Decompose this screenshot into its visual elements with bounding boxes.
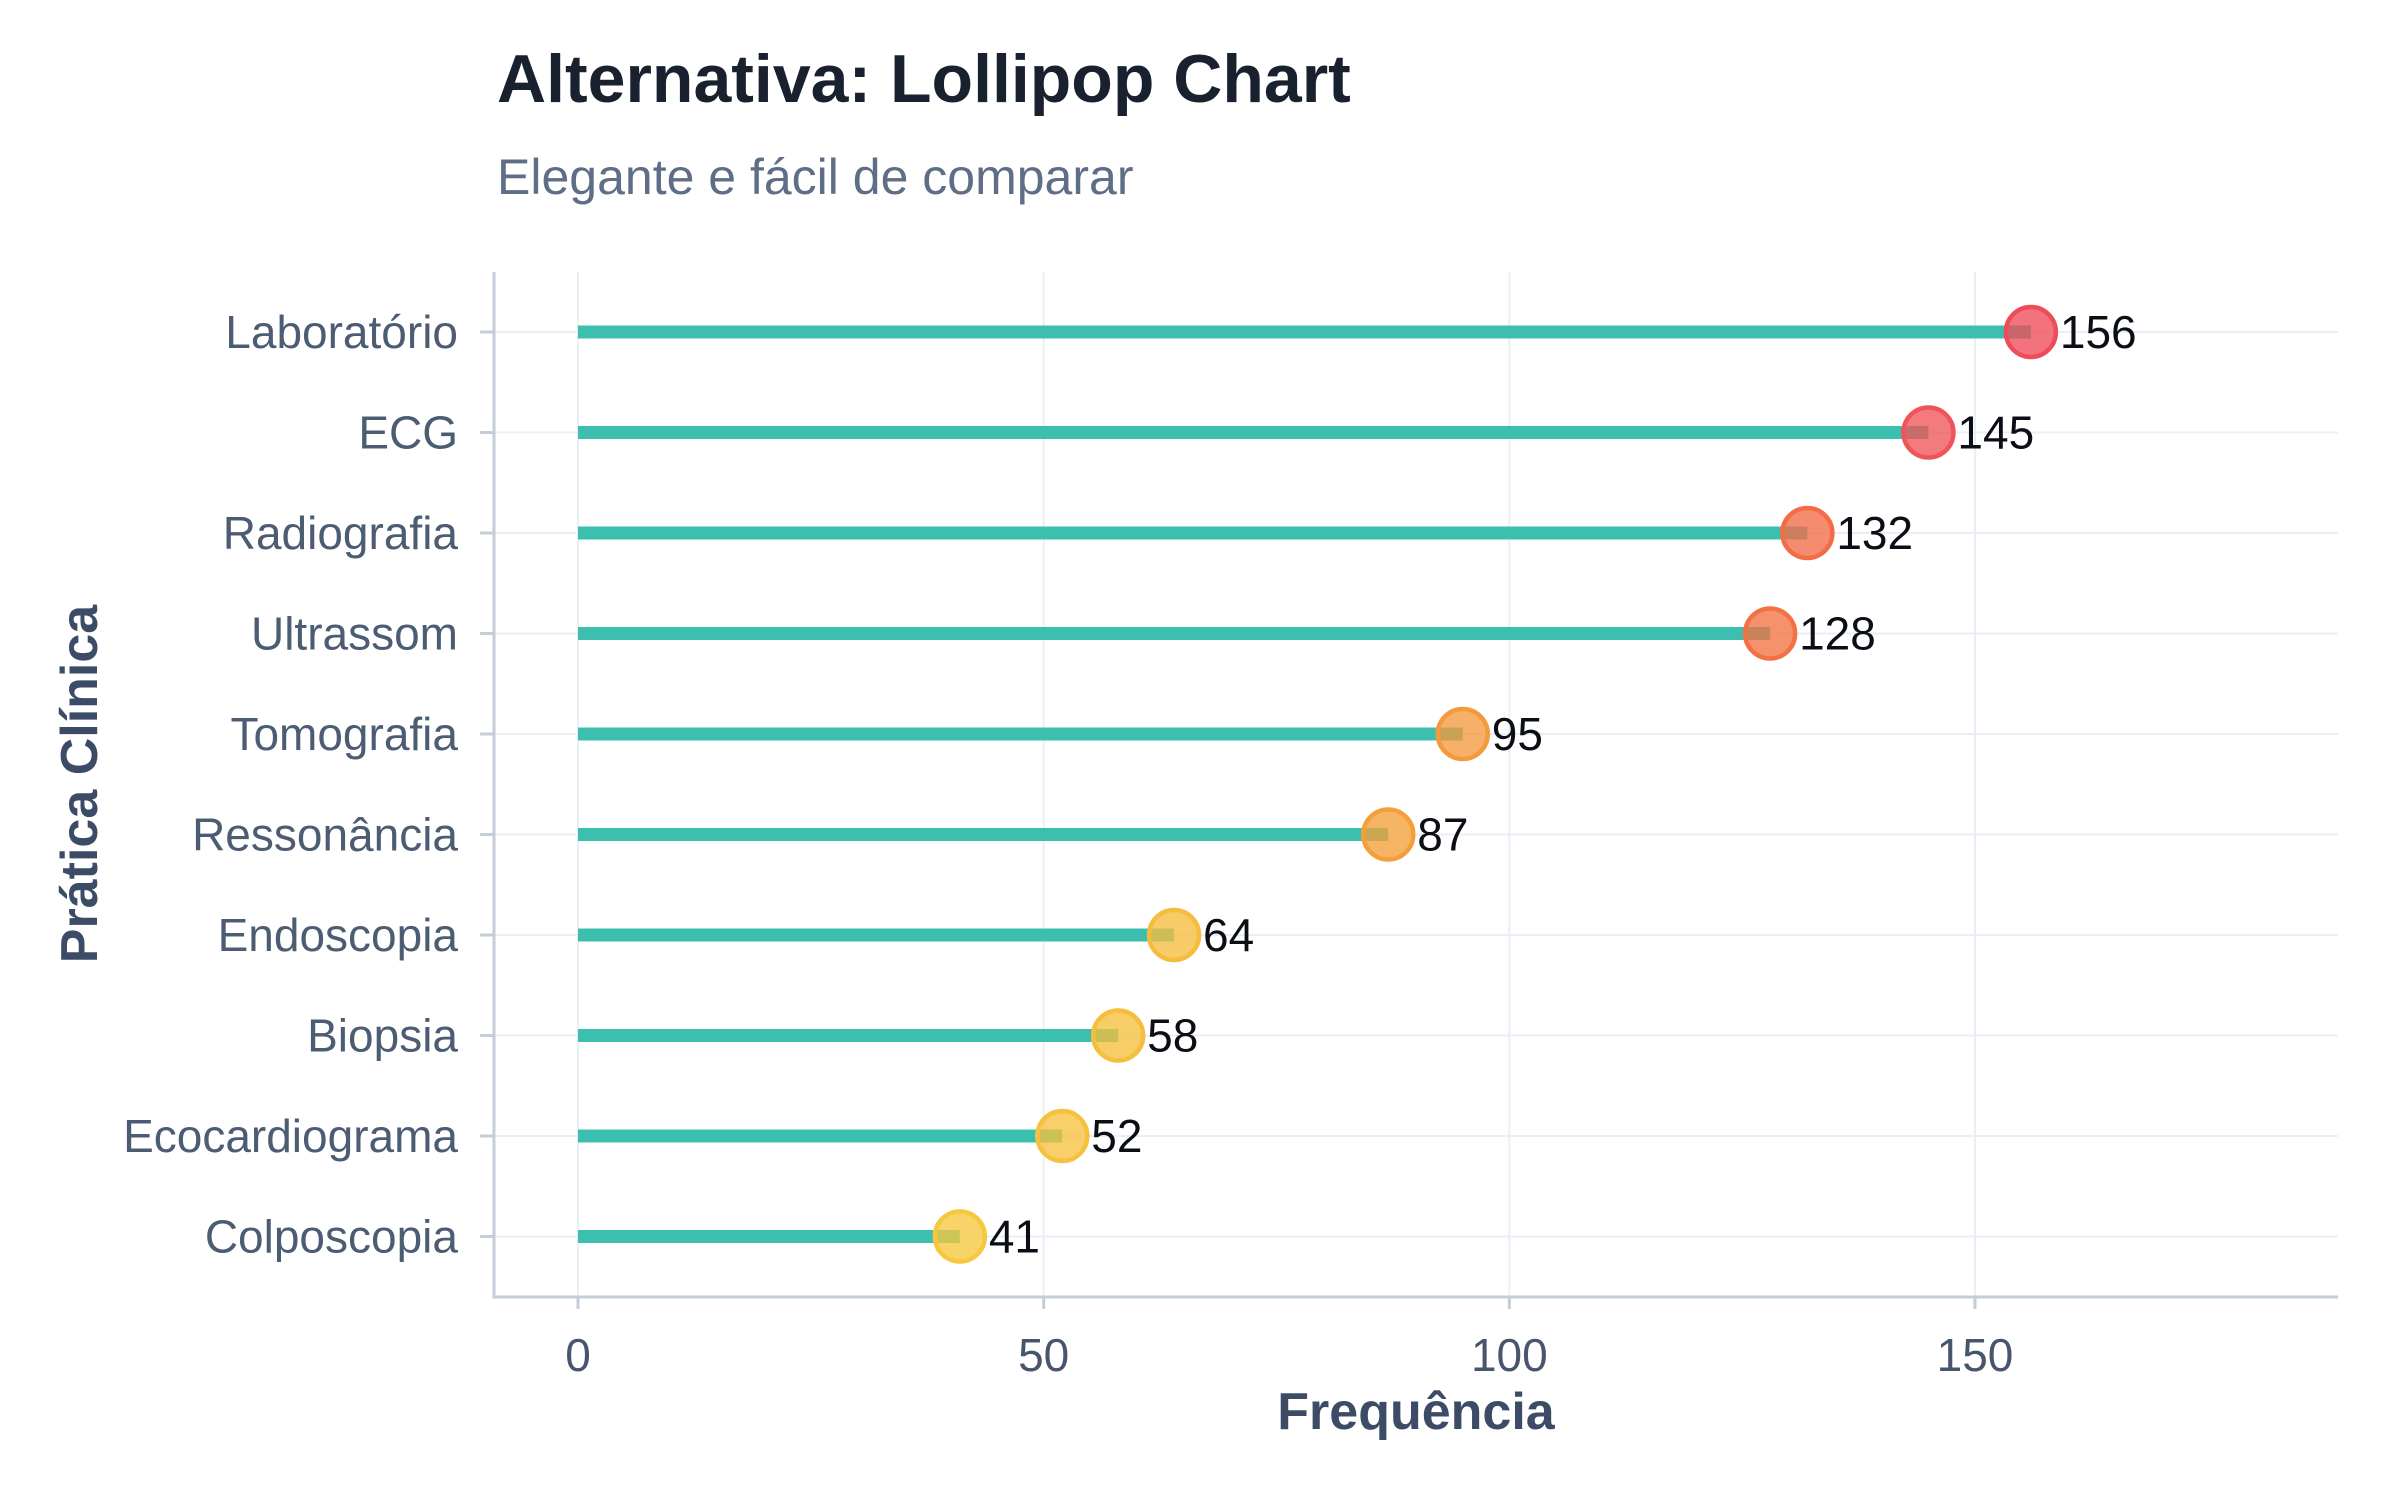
value-label: 95 [1492,708,1543,760]
value-label: 64 [1203,909,1254,961]
lollipop-dot [1146,907,1202,963]
category-label: Radiografia [223,507,459,559]
lollipop-dot [1090,1008,1146,1063]
category-label: ECG [358,407,458,459]
category-label: Ecocardiograma [123,1110,458,1162]
lollipop-dot [1742,606,1798,661]
x-tick-label: 50 [1018,1329,1069,1381]
category-label: Endoscopia [218,909,459,961]
x-tick-label: 0 [565,1329,591,1381]
value-label: 87 [1417,809,1468,861]
lollipop-dot [1780,505,1835,561]
lollipop-dot [932,1209,988,1264]
category-label: Ressonância [192,809,458,861]
value-label: 58 [1147,1010,1198,1062]
lollipop-dot [2003,304,2059,360]
category-label: Laboratório [225,306,458,358]
lollipop-dot [1435,706,1491,762]
value-label: 41 [989,1211,1040,1263]
y-axis-title: Prática Clínica [51,604,109,964]
category-label: Ultrassom [251,608,458,660]
x-axis-title: Frequência [1277,1383,1555,1441]
value-label: 52 [1091,1110,1142,1162]
value-label: 128 [1799,608,1876,660]
x-tick-label: 100 [1471,1329,1548,1381]
category-label: Tomografia [230,708,458,760]
chart-subtitle: Elegante e fácil de comparar [497,149,1134,205]
lollipop-dot [1361,807,1416,862]
category-label: Biopsia [307,1010,458,1062]
category-label: Colposcopia [205,1211,459,1263]
value-label: 132 [1836,507,1913,559]
value-label: 145 [1957,407,2034,459]
value-label: 156 [2060,306,2137,358]
lollipop-dot [1901,405,1956,460]
chart-title: Alternativa: Lollipop Chart [497,41,1351,117]
x-tick-label: 150 [1937,1329,2014,1381]
lollipop-dot [1035,1108,1090,1164]
